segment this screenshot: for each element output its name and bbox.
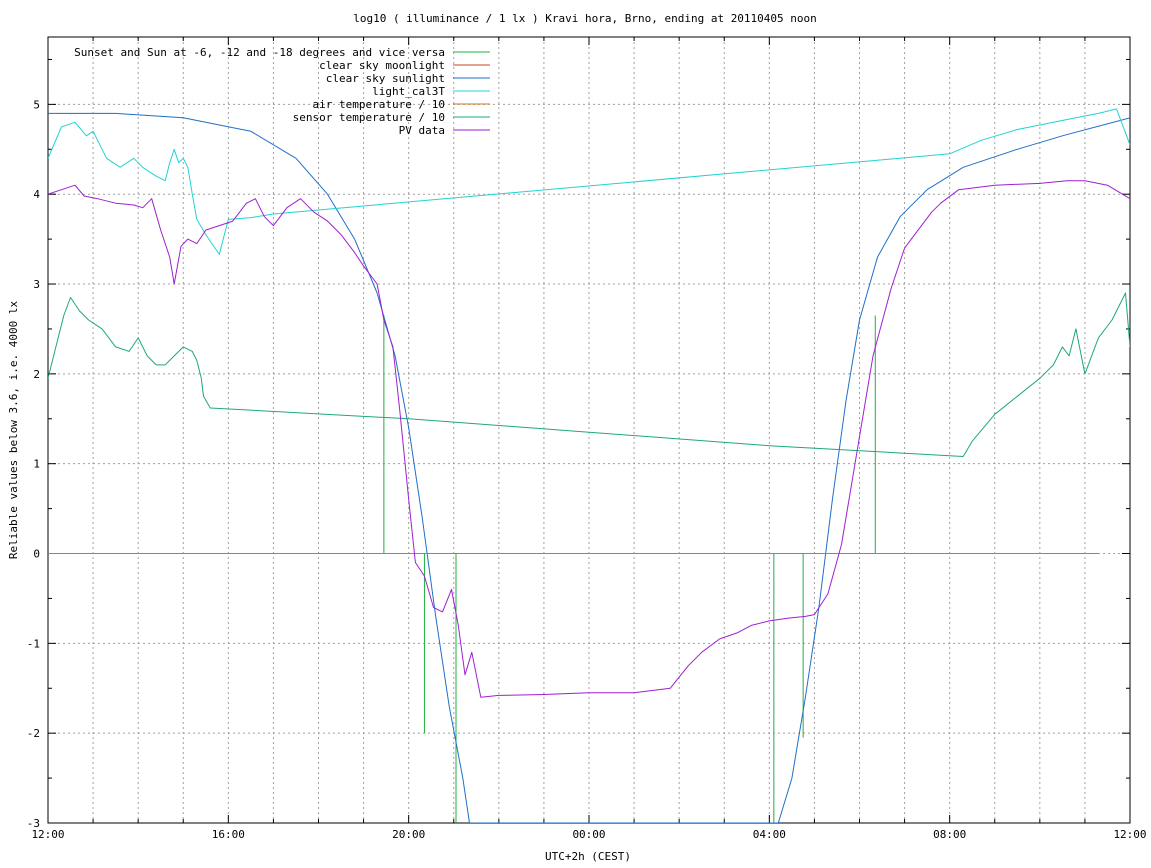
x-tick-label: 20:00: [392, 828, 425, 841]
x-tick-label: 04:00: [753, 828, 786, 841]
y-tick-label: -1: [27, 637, 40, 650]
x-tick-label: 08:00: [933, 828, 966, 841]
legend-label: air temperature / 10: [313, 98, 445, 111]
plot-frame: [47, 36, 1131, 824]
series-line-3: [48, 108, 1130, 255]
legend-label: PV data: [399, 124, 445, 137]
y-tick-label: 4: [33, 188, 40, 201]
x-tick-label: 12:00: [31, 828, 64, 841]
x-tick-label: 12:00: [1113, 828, 1146, 841]
series-group: [48, 108, 1130, 823]
grid: [48, 37, 1130, 823]
y-tick-label: 2: [33, 368, 40, 381]
series-line-5: [48, 292, 1130, 457]
axes: 12:00 16:00 20:00 00:00 04:00 08:00 12:00-3-2-…: [27, 36, 1147, 841]
y-axis-label: Reliable values below 3.6, i.e. 4000 lx: [7, 300, 20, 559]
legend: Sunset and Sun at -6, -12 and -18 degree…: [74, 46, 490, 137]
y-tick-label: 3: [33, 278, 40, 291]
x-tick-label: 16:00: [212, 828, 245, 841]
chart-title: log10 ( illuminance / 1 lx ) Kravi hora,…: [353, 12, 817, 25]
y-tick-label: -3: [27, 817, 40, 830]
legend-label: sensor temperature / 10: [293, 111, 445, 124]
x-axis-label: UTC+2h (CEST): [545, 850, 631, 863]
y-tick-label: 0: [33, 548, 40, 561]
y-tick-label: -2: [27, 727, 40, 740]
legend-label: clear sky moonlight: [319, 59, 445, 72]
series-line-2: [48, 112, 1130, 823]
y-tick-label: 5: [33, 98, 40, 111]
x-tick-label: 00:00: [572, 828, 605, 841]
y-tick-label: 1: [33, 458, 40, 471]
legend-label: light_cal3T: [372, 85, 445, 98]
series-line-6: [48, 180, 1130, 698]
legend-label: clear sky sunlight: [326, 72, 445, 85]
legend-label: Sunset and Sun at -6, -12 and -18 degree…: [74, 46, 445, 59]
